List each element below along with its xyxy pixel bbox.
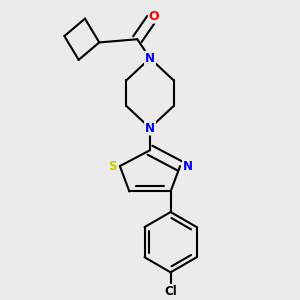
Text: N: N	[145, 52, 155, 65]
Text: S: S	[108, 160, 116, 172]
Text: N: N	[145, 122, 155, 134]
Text: O: O	[149, 10, 159, 22]
Text: Cl: Cl	[164, 285, 177, 298]
Text: N: N	[183, 160, 193, 172]
